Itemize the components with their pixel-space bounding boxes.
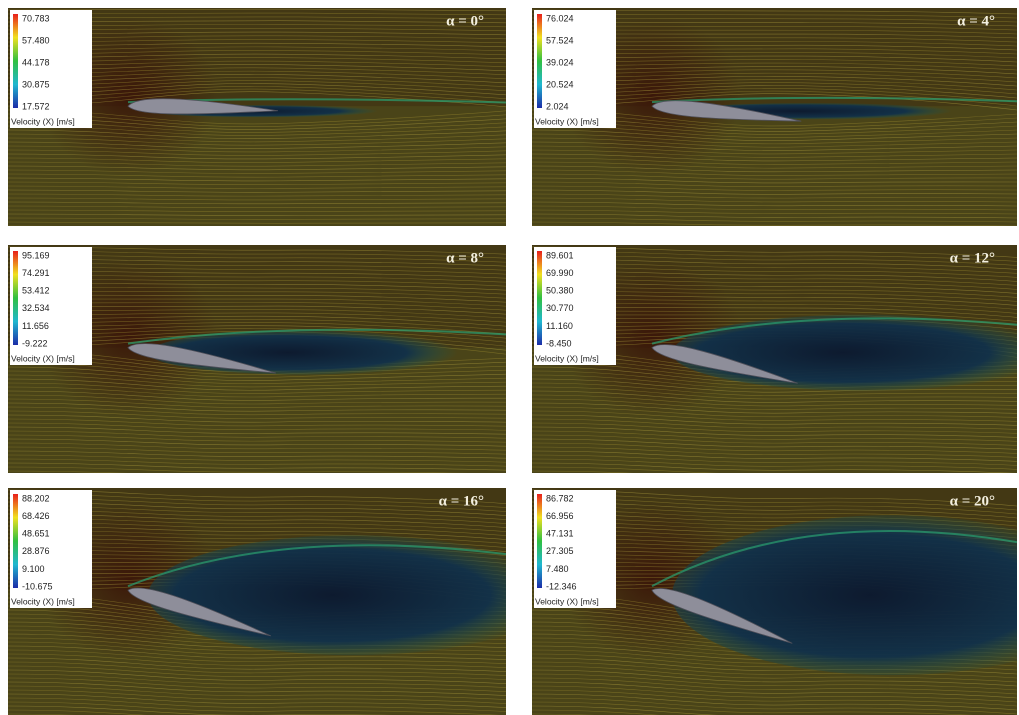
legend: 88.202 68.426 48.651 28.876 9.100 -10.675 Velo… [10,490,92,608]
figure: 70.783 57.480 44.178 30.875 17.572 Velocity (… [0,0,1019,715]
legend-tick: -8.450 [546,338,572,348]
angle-label: α = 4° [957,13,995,29]
angle-label: α = 8° [446,250,484,266]
legend-title: Velocity (X) [m/s] [535,116,599,126]
legend: 86.782 66.956 47.131 27.305 7.480 -12.346 Velo… [534,490,616,608]
legend-title: Velocity (X) [m/s] [11,353,75,363]
legend-tick: 57.480 [22,35,50,45]
legend: 89.601 69.990 50.380 30.770 11.160 -8.450 Velo… [534,247,616,365]
legend-tick: 70.783 [22,13,50,23]
colorbar [537,251,542,345]
legend-tick: 86.782 [546,493,574,503]
legend-title: Velocity (X) [m/s] [535,353,599,363]
angle-label: α = 12° [950,250,995,266]
legend-tick: 69.990 [546,268,574,278]
legend-tick: 11.160 [546,321,573,331]
legend-tick: 48.651 [22,529,50,539]
legend-tick: 47.131 [546,529,574,539]
legend-tick: 50.380 [546,286,574,296]
legend-tick: 66.956 [546,511,574,521]
colorbar [13,494,18,588]
legend-tick: 44.178 [22,57,50,67]
panel: 86.782 66.956 47.131 27.305 7.480 -12.346 Velo… [532,488,1019,715]
panel: 70.783 57.480 44.178 30.875 17.572 Velocity (… [8,8,506,227]
legend-title: Velocity (X) [m/s] [11,596,75,606]
angle-label: α = 16° [439,493,484,509]
colorbar [537,14,542,108]
legend-tick: 28.876 [22,546,50,556]
angle-label: α = 0° [446,13,484,29]
legend-tick: 17.572 [22,101,50,111]
legend-tick: 89.601 [546,250,574,260]
legend-tick: 32.534 [22,303,50,313]
legend-tick: 68.426 [22,511,50,521]
legend-tick: 9.100 [22,564,45,574]
legend-tick: 7.480 [546,564,569,574]
colorbar [537,494,542,588]
streamline [8,226,506,227]
legend-tick: 76.024 [546,13,574,23]
legend-tick: 30.875 [22,79,50,89]
legend-tick: 74.291 [22,268,50,278]
legend-tick: 88.202 [22,493,50,503]
legend-title: Velocity (X) [m/s] [11,116,75,126]
legend-tick: 2.024 [546,101,569,111]
panel: 76.024 57.524 39.024 20.524 2.024 Velocity (X… [532,8,1017,230]
panel: 95.169 74.291 53.412 32.534 11.656 -9.222 Velo… [8,245,506,478]
legend-tick: -12.346 [546,581,577,591]
legend-tick: 53.412 [22,286,50,296]
legend-title: Velocity (X) [m/s] [535,596,599,606]
legend-tick: -10.675 [22,581,53,591]
legend-tick: 11.656 [22,321,49,331]
angle-label: α = 20° [950,493,995,509]
panel: 89.601 69.990 50.380 30.770 11.160 -8.450 Velo… [532,245,1019,481]
legend-tick: 95.169 [22,250,50,260]
colorbar [13,14,18,108]
legend-tick: 39.024 [546,57,574,67]
legend-tick: -9.222 [22,338,48,348]
legend-tick: 30.770 [546,303,574,313]
panel: 88.202 68.426 48.651 28.876 9.100 -10.675 Velo… [8,488,558,715]
legend: 76.024 57.524 39.024 20.524 2.024 Velocity (X… [534,10,616,128]
colorbar [13,251,18,345]
legend-tick: 57.524 [546,35,574,45]
legend: 70.783 57.480 44.178 30.875 17.572 Velocity (… [10,10,92,128]
streamline [532,226,1017,230]
legend-tick: 27.305 [546,546,574,556]
legend-tick: 20.524 [546,79,574,89]
legend: 95.169 74.291 53.412 32.534 11.656 -9.222 Velo… [10,247,92,365]
